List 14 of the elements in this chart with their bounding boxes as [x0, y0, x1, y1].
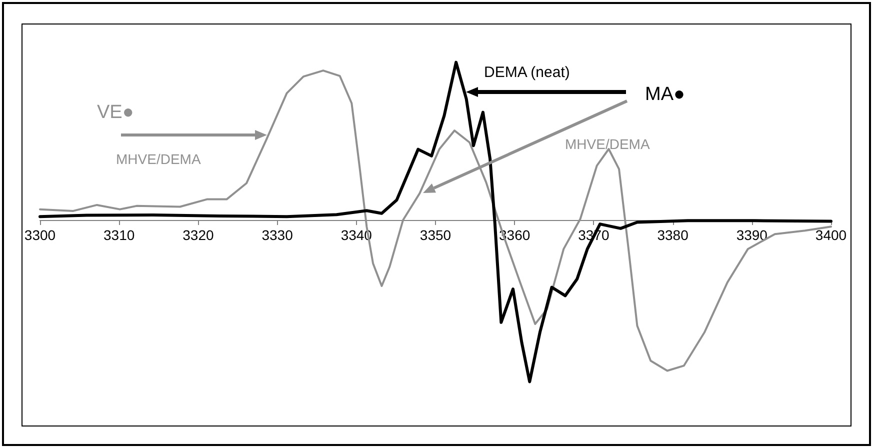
x-tick-label: 3340: [340, 227, 372, 243]
annotation: MHVE/DEMA: [565, 136, 650, 152]
x-tick-label: 3400: [815, 227, 847, 243]
annotation: MHVE/DEMA: [116, 151, 202, 167]
x-tick-label: 3310: [104, 227, 135, 243]
annotation: VE●: [97, 102, 134, 123]
annotation: DEMA (neat): [484, 64, 570, 81]
x-tick-label: 3390: [736, 227, 768, 243]
annotation: MA●: [645, 84, 685, 105]
x-tick-label: 3300: [24, 227, 56, 243]
x-tick-label: 3350: [420, 227, 452, 243]
x-tick-label: 3380: [657, 227, 689, 243]
x-tick-label: 3320: [182, 227, 214, 243]
x-tick-label: 3330: [262, 227, 294, 243]
